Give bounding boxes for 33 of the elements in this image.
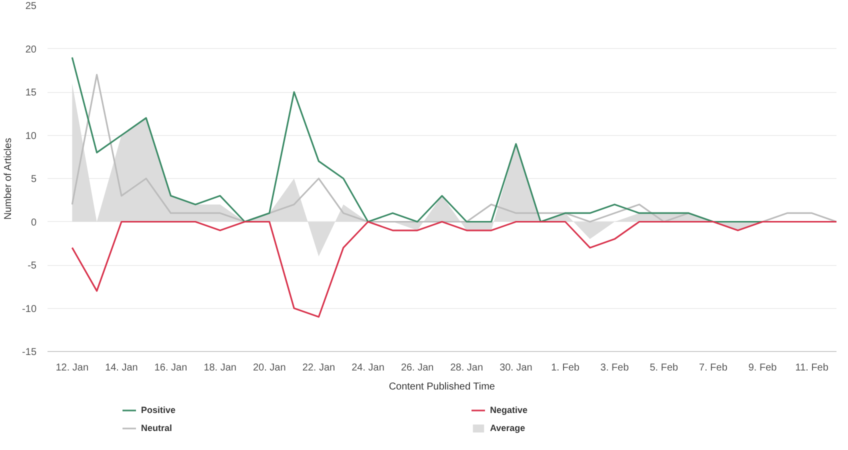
x-tick-label: 30. Jan (500, 362, 532, 374)
y-tick-label: -5 (28, 260, 37, 272)
x-tick-label: 7. Feb (699, 362, 728, 374)
y-tick-label: 0 (30, 217, 37, 228)
line-series (71, 220, 836, 318)
legend-label: Positive (141, 405, 177, 415)
x-tick-label: 5. Feb (650, 362, 679, 374)
y-tick-label: 20 (25, 44, 37, 56)
legend-label: Negative (490, 405, 529, 415)
x-tick-label: 3. Feb (600, 362, 630, 374)
x-tick-label: 28. Jan (450, 362, 484, 374)
y-axis-title: Number of Articles (3, 138, 14, 220)
x-tick-label: 26. Jan (400, 362, 434, 374)
x-tick-label: 16. Jan (154, 362, 188, 374)
x-tick-label: 20. Jan (253, 362, 286, 374)
x-tick-label: 9. Feb (748, 362, 778, 374)
x-tick-label: 18. Jan (204, 362, 237, 374)
line-series (71, 74, 836, 223)
legend-label: Average (490, 423, 526, 433)
x-tick-label: 1. Feb (551, 362, 580, 374)
y-tick-label: 5 (30, 174, 37, 185)
y-tick-label: -10 (22, 304, 37, 315)
x-tick-label: 12. Jan (56, 362, 89, 374)
x-tick-label: 24. Jan (352, 362, 384, 374)
x-axis-title: Content Published Time (388, 382, 496, 392)
x-tick-label: 11. Feb (795, 362, 829, 374)
x-tick-label: 22. Jan (302, 362, 336, 374)
legend-label: Neutral (141, 423, 174, 433)
x-tick-label: 14. Jan (105, 362, 138, 374)
y-tick-label: 10 (25, 130, 37, 142)
y-tick-label: 15 (25, 88, 37, 98)
y-tick-label: 25 (25, 1, 37, 12)
y-tick-label: -15 (22, 347, 37, 358)
